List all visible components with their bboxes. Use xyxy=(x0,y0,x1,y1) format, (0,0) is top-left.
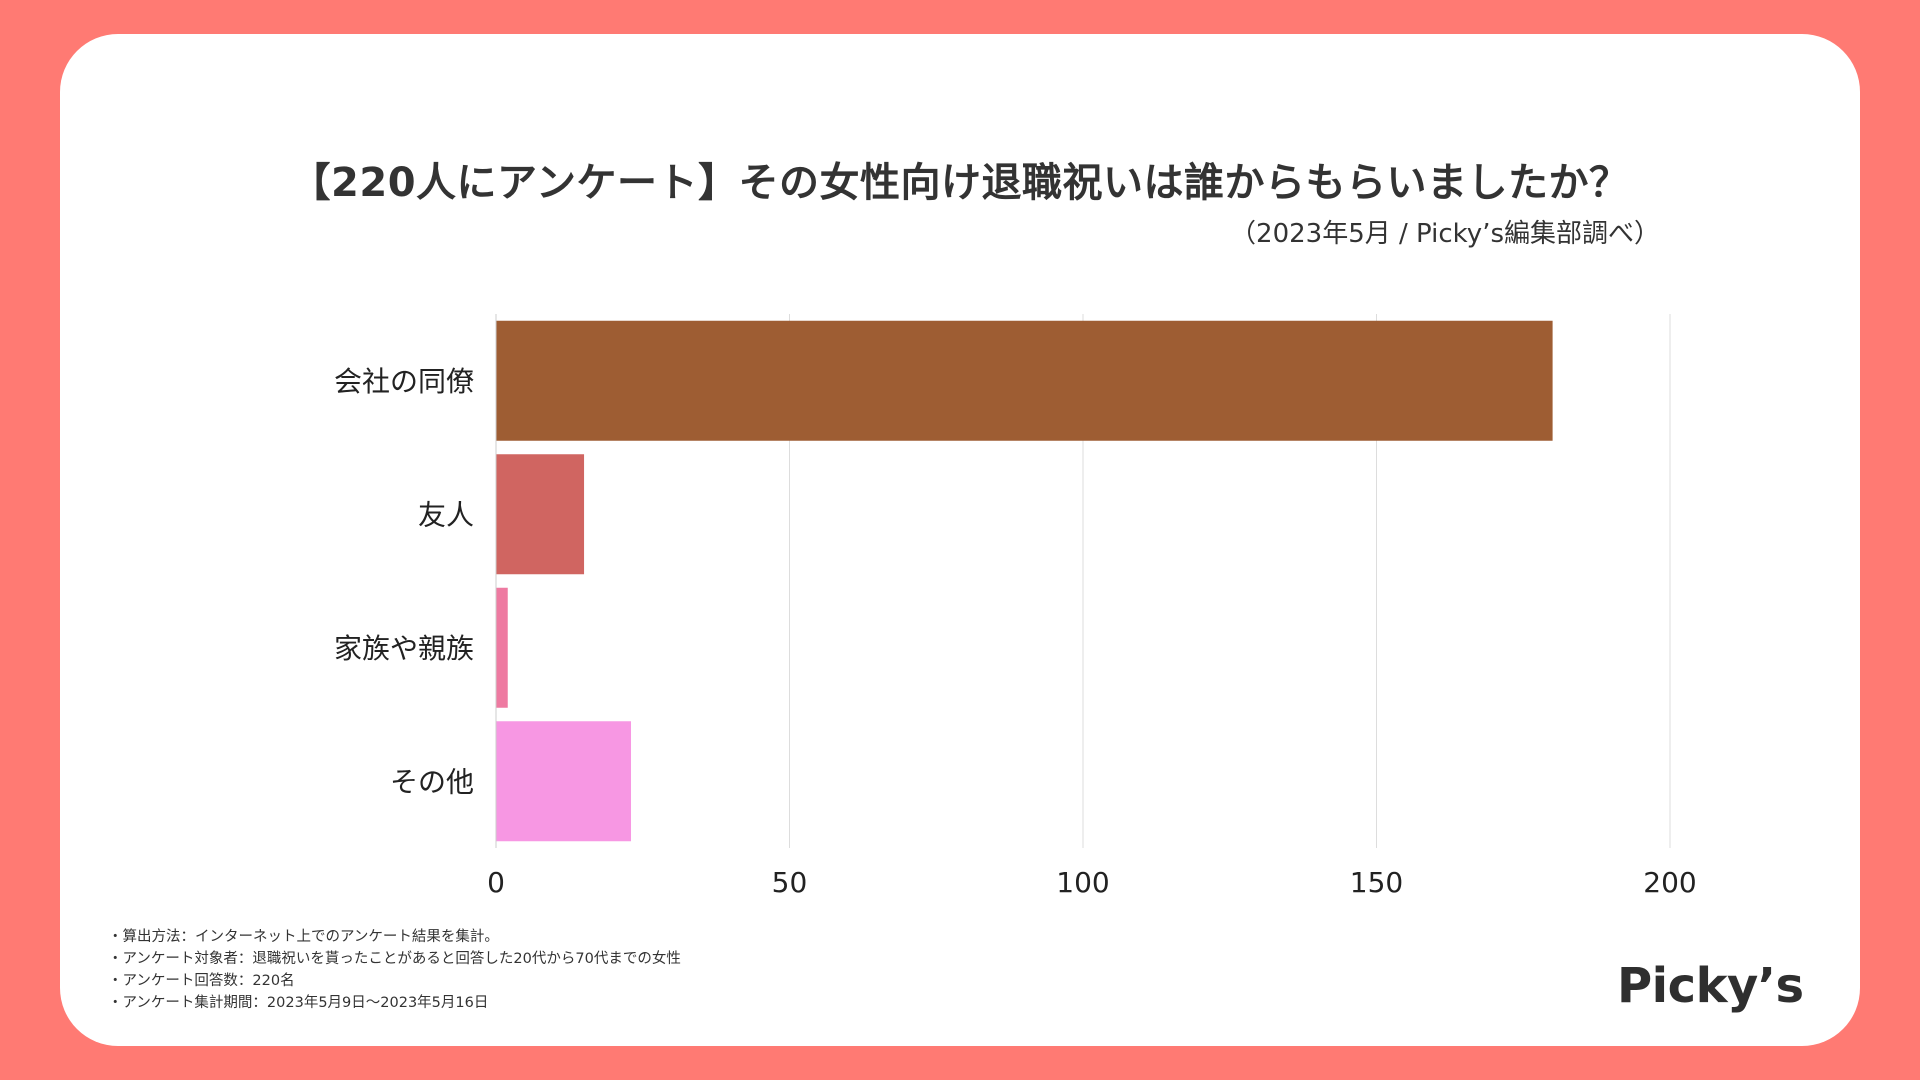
category-label-3: その他 xyxy=(390,765,474,798)
bar-2 xyxy=(496,587,508,708)
chart-subtitle: （2023年5月 / Picky’s編集部調べ） xyxy=(1230,219,1660,249)
bar-3 xyxy=(496,721,632,842)
x-tick-label-200: 200 xyxy=(1643,866,1696,899)
x-tick-label-100: 100 xyxy=(1056,866,1109,899)
note-count: ・アンケート回答数：220名 xyxy=(108,973,295,989)
pickys-logo: Picky’s xyxy=(1617,958,1804,1014)
note-period: ・アンケート集計期間：2023年5月9日〜2023年5月16日 xyxy=(108,995,489,1011)
survey-notes: ・算出方法：インターネット上でのアンケート結果を集計。 ・アンケート対象者：退職… xyxy=(108,926,681,1014)
chart-card xyxy=(60,34,1860,1046)
note-target: ・アンケート対象者：退職祝いを貰ったことがあると回答した20代から70代までの女… xyxy=(108,951,681,967)
x-tick-label-0: 0 xyxy=(487,866,505,899)
chart-title: 【220人にアンケート】その女性向け退職祝いは誰からもらいましたか？ xyxy=(290,160,1630,206)
category-label-2: 家族や親族 xyxy=(334,632,474,665)
note-method: ・算出方法：インターネット上でのアンケート結果を集計。 xyxy=(108,929,499,945)
bar-1 xyxy=(496,454,585,575)
x-tick-label-150: 150 xyxy=(1350,866,1403,899)
x-tick-label-50: 50 xyxy=(772,866,808,899)
category-label-1: 友人 xyxy=(418,498,474,531)
bar-0 xyxy=(496,320,1553,441)
category-label-0: 会社の同僚 xyxy=(334,365,474,398)
